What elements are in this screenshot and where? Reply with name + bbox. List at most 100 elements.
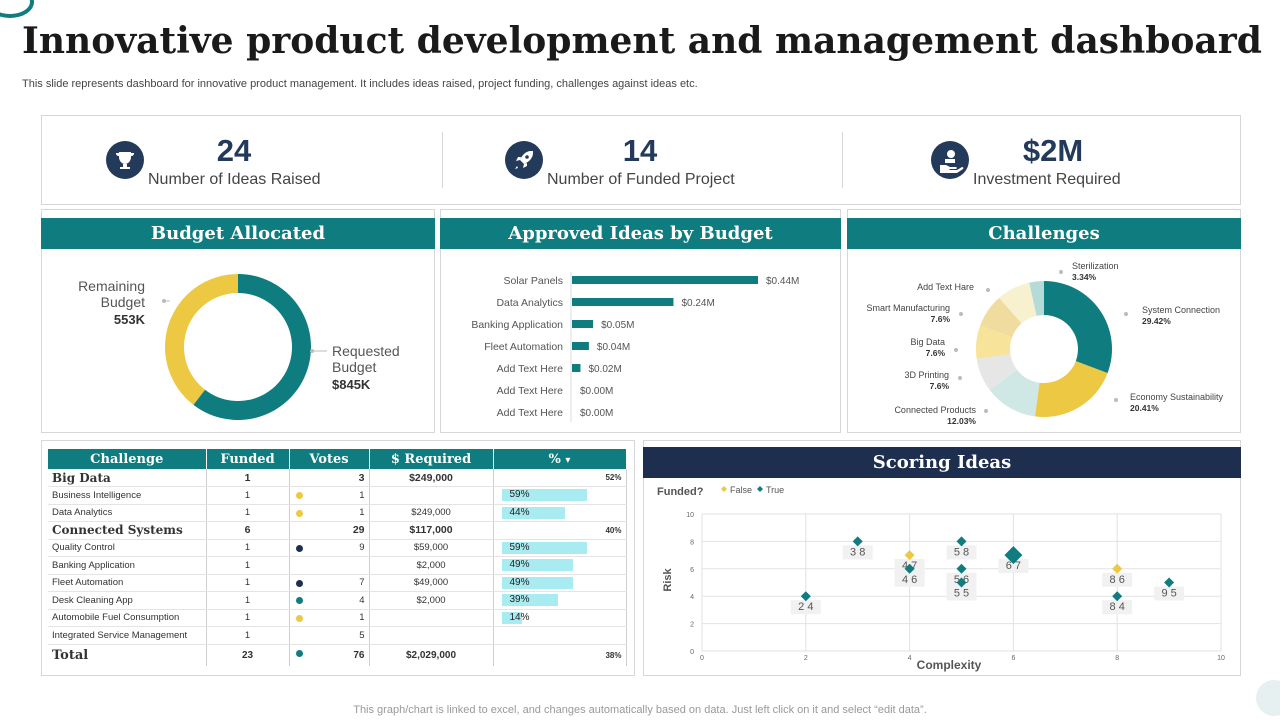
cell-percent: 14%: [493, 609, 627, 627]
legend-false: False: [730, 485, 752, 495]
budget-donut-chart: Remaining Budget 553K Requested Budget $…: [78, 274, 400, 420]
total-row[interactable]: Total 23 76 $2,029,000 38%: [48, 644, 627, 666]
leader-dot: [162, 299, 166, 303]
scatter-point-false: [904, 550, 915, 561]
col-header-funded[interactable]: Funded: [206, 449, 290, 469]
cell-challenge: Integrated Service Management: [48, 626, 207, 645]
cell-funded: 1: [206, 486, 290, 505]
bar: [572, 364, 581, 372]
table-row[interactable]: Connected Systems 6 29 $117,000 40%: [48, 521, 627, 540]
remaining-value: 553K: [114, 312, 146, 327]
table-row[interactable]: Quality Control 1 9 $59,000 59%: [48, 539, 627, 557]
table-row[interactable]: Big Data 1 3 $249,000 52%: [48, 469, 627, 487]
cell-votes: 1: [289, 486, 370, 505]
slice-label: Big Data: [910, 337, 945, 347]
col-header-percent[interactable]: % ▾: [493, 449, 627, 469]
slice-label: Add Text Hare: [917, 282, 974, 292]
cell-votes: 76: [289, 644, 370, 666]
cell-required: $59,000: [369, 539, 494, 557]
cell-required: $2,000: [369, 591, 494, 610]
table-row[interactable]: Automobile Fuel Consumption 1 1 14%: [48, 609, 627, 627]
bar-value-label: $0.44M: [766, 276, 799, 287]
table-row[interactable]: Data Analytics 1 1 $249,000 44%: [48, 504, 627, 522]
x-tick-label: 10: [1217, 655, 1225, 662]
cell-funded: 1: [206, 539, 290, 557]
cell-challenge: Connected Systems: [48, 521, 207, 540]
cell-funded: 1: [206, 609, 290, 627]
percent-bar: 44%: [501, 506, 566, 519]
cell-challenge: Total: [48, 644, 207, 666]
scatter-point-true: [956, 563, 967, 574]
cell-challenge: Automobile Fuel Consumption: [48, 609, 207, 627]
challenges-panel: Challenges System Connection 29.42% Econom…: [847, 209, 1241, 433]
table-row[interactable]: Desk Cleaning App 1 4 $2,000 39%: [48, 591, 627, 610]
bar-category-label: Banking Application: [471, 319, 563, 331]
table-row[interactable]: Fleet Automation 1 7 $49,000 49%: [48, 574, 627, 592]
cell-required: $117,000: [369, 521, 494, 540]
bar: [572, 276, 758, 284]
col-header-votes[interactable]: Votes: [289, 449, 370, 469]
point-label-bg: [946, 545, 977, 560]
cell-percent: 59%: [493, 486, 627, 505]
page-title: Innovative product development and manag…: [22, 20, 1262, 62]
cell-votes: 3: [289, 469, 370, 487]
legend-true: True: [766, 485, 784, 495]
slice-value: 12.03%: [947, 416, 976, 426]
table-row[interactable]: Banking Application 1 $2,000 49%: [48, 556, 627, 575]
point-label: 9 5: [1161, 588, 1176, 600]
donut-slice: [1034, 361, 1108, 417]
percent-bar: 49%: [501, 559, 573, 572]
scatter-point-true: [1164, 577, 1175, 588]
investment-label: Investment Required: [973, 171, 1121, 188]
scoring-title: Scoring Ideas: [643, 447, 1241, 478]
corner-decoration: [0, 0, 34, 18]
requested-value: $845K: [332, 377, 371, 392]
sort-down-icon[interactable]: ▾: [565, 454, 571, 466]
votes-value: 3: [358, 471, 365, 484]
slice-label: Connected Products: [894, 405, 976, 415]
donut-slice: [999, 282, 1037, 324]
bar-value-label: $0.05M: [601, 320, 634, 331]
legend-marker-true: [757, 486, 763, 492]
cell-percent: 38%: [493, 644, 627, 666]
status-dot: [295, 579, 303, 587]
votes-value: 5: [359, 629, 365, 641]
cell-challenge: Big Data: [48, 469, 207, 487]
cell-required: $49,000: [369, 574, 494, 592]
point-label: 3 8: [850, 546, 865, 558]
col-header-challenge[interactable]: Challenge: [48, 449, 207, 469]
bar: [572, 342, 589, 350]
y-tick-label: 10: [686, 512, 694, 519]
cell-percent: 44%: [493, 504, 627, 522]
slice-label: Sterilization: [1072, 261, 1119, 271]
votes-value: 1: [359, 612, 365, 624]
table-row[interactable]: Integrated Service Management 1 5: [48, 626, 627, 645]
x-tick-label: 8: [1115, 655, 1119, 662]
funded-projects-label: Number of Funded Project: [547, 171, 735, 188]
donut-slice: [976, 353, 1017, 390]
cell-votes: 5: [289, 626, 370, 645]
y-tick-label: 2: [690, 622, 694, 629]
donut-slice: [165, 274, 238, 405]
cell-funded: 23: [206, 644, 290, 666]
leader-dot: [1059, 270, 1063, 274]
budget-donut: [165, 274, 311, 420]
cell-percent: 49%: [493, 556, 627, 575]
table-row[interactable]: Business Intelligence 1 1 59%: [48, 486, 627, 505]
cell-votes: [289, 556, 370, 575]
cell-required: [369, 609, 494, 627]
scatter-point-true: [956, 577, 967, 588]
slice-label: 3D Printing: [904, 370, 949, 380]
donut-slice: [1029, 281, 1044, 316]
leader-dot: [958, 376, 962, 380]
status-dot: [295, 509, 303, 517]
point-label-bg: [1102, 600, 1133, 615]
point-label-bg: [998, 559, 1029, 574]
cell-percent: 39%: [493, 591, 627, 610]
leader-dot: [986, 288, 990, 292]
cell-percent: 52%: [493, 469, 627, 487]
point-label: 8 6: [1110, 574, 1125, 586]
col-header-required[interactable]: $ Required: [369, 449, 494, 469]
cell-challenge: Fleet Automation: [48, 574, 207, 592]
